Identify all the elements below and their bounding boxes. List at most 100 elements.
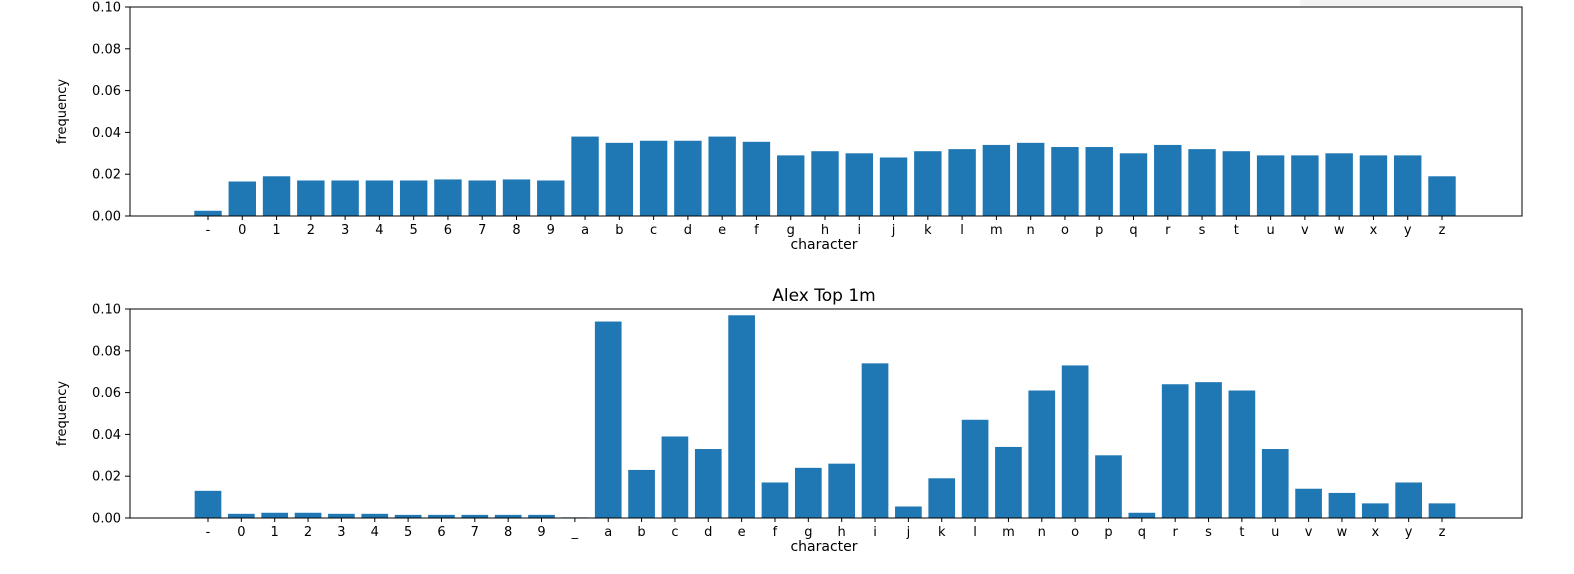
x-tick-label: 3	[341, 223, 349, 238]
x-tick-label: _	[571, 525, 579, 540]
bar-a	[594, 321, 622, 518]
bar-q	[1119, 153, 1148, 216]
x-tick-label: v	[1305, 525, 1313, 540]
bar-e	[708, 136, 736, 216]
y-tick-label: 0.10	[92, 1, 121, 16]
x-tick-label: 1	[271, 525, 279, 540]
x-tick-label: u	[1271, 525, 1279, 540]
x-tick-label: a	[581, 223, 589, 238]
x-tick-label: p	[1095, 223, 1103, 238]
y-tick-label: 0.02	[92, 168, 121, 183]
bar-g	[777, 155, 805, 216]
x-tick-label: c	[671, 525, 678, 540]
x-tick-label: b	[615, 223, 623, 238]
x-tick-label: g	[804, 525, 812, 540]
x-tick-label: f	[754, 223, 759, 238]
x-tick-label: 5	[404, 525, 412, 540]
bar-1	[262, 176, 291, 216]
x-tick-label: r	[1173, 525, 1179, 540]
x-tick-label: y	[1405, 525, 1413, 540]
bar-r	[1161, 384, 1189, 518]
y-tick-label: 0.08	[92, 344, 121, 359]
x-tick-label: l	[960, 223, 964, 238]
x-tick-label: t	[1234, 223, 1239, 238]
x-tick-label: f	[773, 525, 778, 540]
x-tick-label: 0	[238, 223, 246, 238]
bar-a	[571, 136, 599, 216]
x-tick-label: o	[1071, 525, 1079, 540]
x-tick-label: t	[1239, 525, 1244, 540]
bar-n	[1016, 142, 1045, 216]
y-tick-label: 0.06	[92, 386, 121, 401]
x-tick-label: p	[1104, 525, 1112, 540]
bar-b	[605, 142, 634, 216]
x-tick-label: 1	[272, 223, 280, 238]
bar-7	[468, 180, 496, 216]
x-tick-label: 2	[307, 223, 315, 238]
x-tick-label: 0	[237, 525, 245, 540]
y-tick-label: 0.02	[92, 470, 121, 485]
bar-o	[1061, 365, 1089, 518]
bar-8	[494, 514, 522, 518]
bar-6	[428, 514, 455, 518]
bar-f	[742, 141, 771, 216]
x-tick-label: g	[787, 223, 795, 238]
bar--	[194, 210, 222, 216]
bar-m	[982, 144, 1011, 216]
y-tick-label: 0.00	[92, 512, 121, 527]
bar-j	[895, 506, 922, 518]
x-tick-label: 2	[304, 525, 312, 540]
chart-panel-1: 0.00 0.02 0.04 0.06 0.08 0.10 - 0 1 2 3 4 5 6 7 8 9 a b c d e…	[55, 1, 1523, 253]
bar-h	[811, 151, 839, 216]
bar-k	[928, 478, 956, 518]
x-tick-label: w	[1337, 525, 1348, 540]
x-tick-label: h	[838, 525, 846, 540]
y-tick-label: 0.10	[92, 303, 121, 318]
bar-6	[434, 179, 462, 216]
x-tick-label: r	[1165, 223, 1171, 238]
x-tick-label: n	[1038, 525, 1046, 540]
bar-u	[1261, 449, 1289, 518]
bar-l	[948, 149, 976, 216]
x-tick-label: m	[1002, 525, 1015, 540]
x-tick-label: 9	[547, 223, 555, 238]
bar-e	[728, 315, 755, 518]
chart-title: Alex Top 1m	[772, 286, 875, 306]
bar-1	[261, 512, 289, 518]
bar-s	[1195, 382, 1222, 518]
bar-4	[365, 180, 394, 216]
bar-v	[1291, 155, 1319, 216]
bar-p	[1085, 147, 1113, 216]
bar-u	[1256, 155, 1285, 216]
x-tick-label: d	[704, 525, 712, 540]
x-tick-label: j	[906, 525, 911, 540]
x-tick-label: u	[1266, 223, 1274, 238]
x-tick-label: 4	[371, 525, 379, 540]
bar-0	[228, 513, 255, 518]
x-tick-label: 5	[410, 223, 418, 238]
bar-y	[1394, 155, 1422, 216]
y-tick-label: 0.08	[92, 42, 121, 57]
x-axis-label: character	[790, 237, 857, 253]
bar-4	[361, 513, 389, 518]
y-tick-label: 0.04	[92, 126, 121, 141]
bar-3	[328, 513, 355, 518]
x-tick-label: s	[1205, 525, 1212, 540]
bar-y	[1395, 482, 1422, 518]
bar-g	[794, 467, 822, 518]
x-tick-label: 7	[478, 223, 486, 238]
x-tick-label: m	[990, 223, 1003, 238]
bar--	[194, 490, 222, 518]
bar-n	[1028, 390, 1056, 518]
bar-f	[761, 482, 789, 518]
bar-0	[228, 181, 256, 216]
y-tick-label: 0.00	[92, 210, 121, 225]
bar-z	[1428, 176, 1456, 216]
bar-3	[331, 180, 359, 216]
x-tick-label: w	[1334, 223, 1345, 238]
x-tick-label: y	[1404, 223, 1412, 238]
bar-i	[845, 153, 873, 216]
bar-m	[995, 446, 1022, 518]
bar-x	[1361, 503, 1389, 518]
